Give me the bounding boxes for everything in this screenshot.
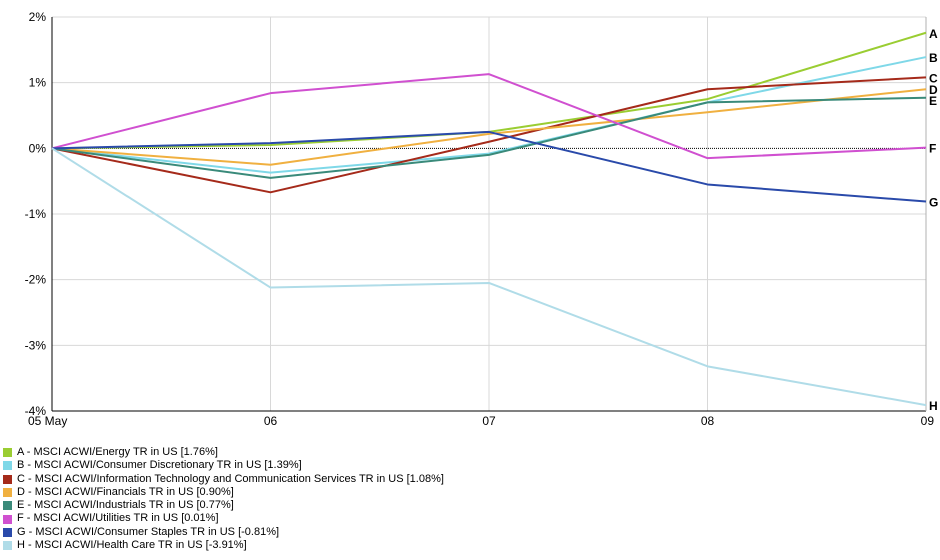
legend-label: C - MSCI ACWI/Information Technology and… (17, 472, 444, 485)
y-tick-label: -2% (25, 273, 47, 287)
series-line-c (51, 76, 927, 194)
series-end-label-b: B (929, 51, 938, 65)
series-line-g (51, 130, 927, 203)
series-line-e (51, 96, 927, 179)
legend-swatch (3, 541, 12, 551)
series-layer (51, 31, 927, 407)
legend-label: G - MSCI ACWI/Consumer Staples TR in US … (17, 525, 280, 538)
series-end-label-e: E (929, 94, 937, 108)
legend: A - MSCI ACWI/Energy TR in US [1.76%] B -… (3, 446, 933, 552)
legend-item: C - MSCI ACWI/Information Technology and… (3, 473, 933, 486)
series-line-b (51, 56, 927, 174)
x-tick-label: 08 (701, 414, 715, 428)
legend-swatch (3, 527, 12, 537)
y-tick-label: 0% (29, 141, 47, 155)
y-tick-label: -4% (25, 404, 47, 418)
legend-item: H - MSCI ACWI/Health Care TR in US [-3.9… (3, 539, 933, 552)
x-tick-label: 09 (921, 414, 935, 428)
x-tick-label: 06 (264, 414, 278, 428)
legend-item: A - MSCI ACWI/Energy TR in US [1.76%] (3, 446, 933, 459)
x-tick-label: 05 May (28, 414, 67, 428)
series-line-f (51, 73, 927, 160)
legend-swatch (3, 501, 12, 511)
y-tick-label: 2% (29, 10, 47, 24)
series-end-label-f: F (929, 142, 936, 156)
legend-item: E - MSCI ACWI/Industrials TR in US [0.77… (3, 499, 933, 512)
legend-item: F - MSCI ACWI/Utilities TR in US [0.01%] (3, 512, 933, 525)
legend-swatch (3, 448, 12, 458)
legend-label: F - MSCI ACWI/Utilities TR in US [0.01%] (17, 512, 219, 525)
series-end-label-a: A (929, 27, 938, 41)
grid-layer (51, 16, 927, 412)
legend-label: D - MSCI ACWI/Financials TR in US [0.90%… (17, 485, 234, 498)
y-tick-label: -3% (25, 338, 47, 352)
series-end-label-c: C (929, 71, 938, 85)
x-tick-label: 07 (482, 414, 496, 428)
legend-item: D - MSCI ACWI/Financials TR in US [0.90%… (3, 486, 933, 499)
series-line-d (51, 88, 927, 166)
series-end-label-d: D (929, 83, 938, 97)
legend-swatch (3, 474, 12, 484)
legend-swatch (3, 514, 12, 524)
legend-label: H - MSCI ACWI/Health Care TR in US [-3.9… (17, 539, 247, 552)
legend-item: B - MSCI ACWI/Consumer Discretionary TR … (3, 459, 933, 472)
legend-swatch (3, 488, 12, 498)
y-tick-label: -1% (25, 207, 47, 221)
y-tick-label: 1% (29, 76, 47, 90)
legend-item: G - MSCI ACWI/Consumer Staples TR in US … (3, 526, 933, 539)
legend-swatch (3, 461, 12, 471)
legend-label: E - MSCI ACWI/Industrials TR in US [0.77… (17, 499, 234, 512)
series-line-h (51, 147, 927, 407)
legend-label: B - MSCI ACWI/Consumer Discretionary TR … (17, 459, 302, 472)
legend-label: A - MSCI ACWI/Energy TR in US [1.76%] (17, 446, 218, 458)
series-end-label-h: H (929, 399, 938, 413)
series-end-label-g: G (929, 196, 938, 210)
